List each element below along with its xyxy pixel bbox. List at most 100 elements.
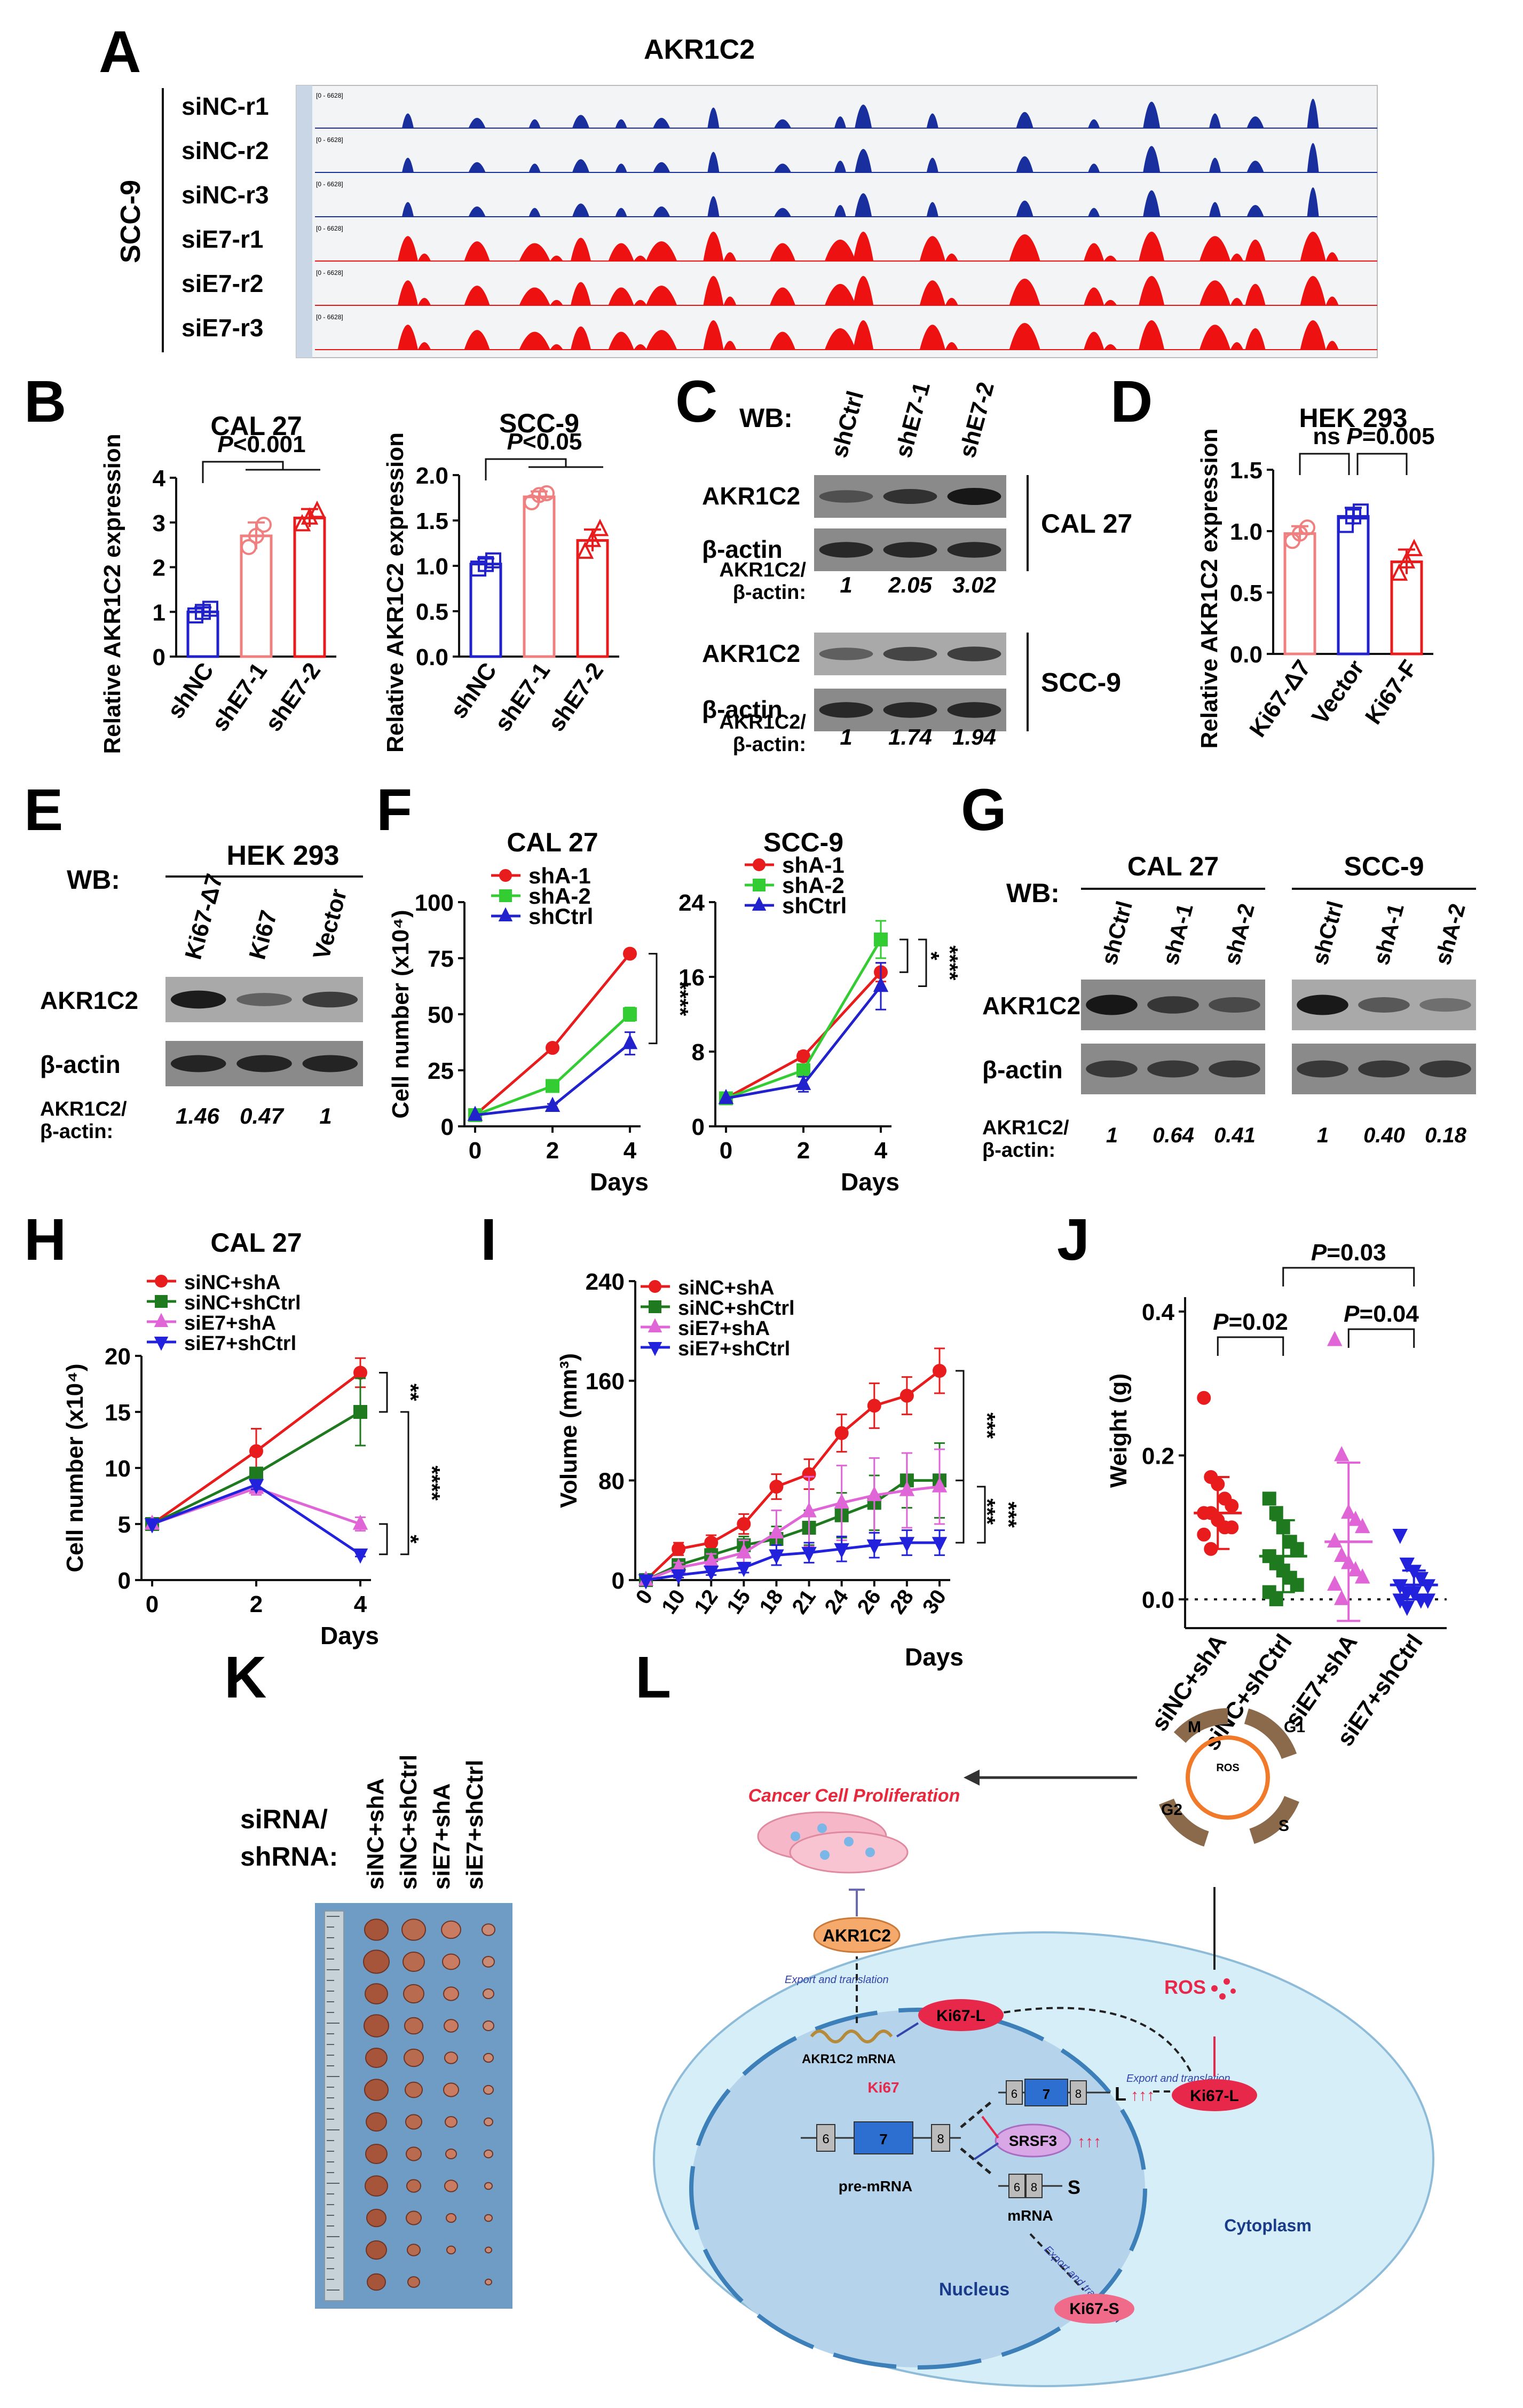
y-tick-label: 0 bbox=[612, 1568, 625, 1594]
legend-marker bbox=[498, 907, 513, 921]
p-symbol: P bbox=[1311, 1239, 1327, 1266]
track-range-label: [0 - 6628] bbox=[316, 313, 343, 321]
track-peak bbox=[402, 113, 414, 128]
p-symbol: P bbox=[1344, 1301, 1360, 1327]
ratio-value: 1 bbox=[1317, 1124, 1329, 1147]
ki67l-nuclear bbox=[918, 1999, 1004, 2031]
y-tick-label: 20 bbox=[105, 1344, 131, 1370]
ki67l-cytoplasmic bbox=[1172, 2079, 1257, 2111]
track-peak bbox=[1088, 163, 1100, 172]
short-isoform: 6 8 bbox=[998, 2174, 1062, 2198]
chart-title: SCC-9 bbox=[763, 827, 843, 857]
akr1c2-mrna-label: AKR1C2 mRNA bbox=[802, 2052, 896, 2066]
blot-band bbox=[947, 542, 1001, 558]
x-tick-label: 12 bbox=[690, 1585, 723, 1619]
legend-label-siE7+shCtrl: siE7+shCtrl bbox=[678, 1338, 790, 1360]
x-tick-label: 4 bbox=[874, 1138, 888, 1164]
track-peak bbox=[418, 342, 431, 350]
x-tick-label: 30 bbox=[918, 1585, 951, 1619]
data-point bbox=[576, 541, 594, 559]
data-point bbox=[352, 1514, 368, 1530]
x-tick-label: shE7-1 bbox=[490, 658, 555, 736]
row-label: AKR1C2 bbox=[982, 992, 1080, 1020]
ros-label: ROS bbox=[1164, 1976, 1206, 1998]
y-tick-label: 0.2 bbox=[1142, 1443, 1174, 1470]
blot-band bbox=[1086, 1060, 1138, 1078]
track-peak bbox=[464, 241, 490, 261]
ratio-value: 1.46 bbox=[176, 1103, 219, 1128]
track-peak bbox=[1325, 296, 1339, 305]
track-peak bbox=[770, 243, 795, 261]
panel-b-letter: B bbox=[24, 369, 66, 435]
tumor bbox=[445, 2149, 457, 2159]
legend-label-siNC+shA: siNC+shA bbox=[184, 1272, 281, 1294]
blot-band bbox=[1297, 1060, 1348, 1078]
data-point bbox=[796, 1063, 810, 1077]
srsf3-inhibit-short bbox=[973, 2142, 999, 2160]
p-symbol: P bbox=[217, 431, 233, 457]
y-tick-label: 0 bbox=[118, 1568, 131, 1594]
sig-stars: ** bbox=[398, 1384, 423, 1401]
data-point bbox=[144, 1518, 160, 1534]
panel-a-title: AKR1C2 bbox=[644, 34, 755, 65]
y-axis-label: Cell number (x10⁴) bbox=[388, 910, 414, 1119]
tumor bbox=[363, 1949, 390, 1974]
tumor bbox=[444, 2051, 458, 2064]
pre-mrna-exons: 6 7 8 bbox=[801, 2121, 961, 2154]
data-point bbox=[769, 1523, 784, 1539]
group-label: siE7+shA bbox=[429, 1783, 455, 1890]
track-label-siE7-r2: siE7-r2 bbox=[182, 270, 263, 297]
data-point bbox=[737, 1517, 751, 1531]
data-point bbox=[1334, 1546, 1350, 1562]
track-peak bbox=[1104, 299, 1117, 305]
srsf3-label: SRSF3 bbox=[1009, 2133, 1057, 2149]
blot-band bbox=[1147, 996, 1199, 1014]
track-peak bbox=[1139, 276, 1165, 305]
track-peak bbox=[1246, 116, 1264, 128]
y-tick-label: 8 bbox=[692, 1039, 705, 1065]
srsf3-up-arrows: ↑↑↑ bbox=[1077, 2133, 1101, 2151]
sig-stars: **** bbox=[937, 945, 962, 981]
track-peak bbox=[926, 202, 938, 217]
cell-cycle-icon: ROS M G1 G2 S bbox=[1159, 1708, 1305, 1847]
track-peak bbox=[468, 117, 486, 128]
bar-Ki67-F bbox=[1390, 560, 1423, 656]
tumor bbox=[404, 2048, 424, 2067]
p-value: =0.02 bbox=[1229, 1309, 1288, 1335]
data-point bbox=[1348, 1561, 1363, 1576]
track-peak bbox=[1300, 320, 1326, 350]
track-peak bbox=[1143, 190, 1161, 217]
track-peak bbox=[1246, 205, 1264, 217]
tumor bbox=[483, 2052, 494, 2063]
y-tick-label: 0.4 bbox=[1142, 1299, 1175, 1325]
blot-band bbox=[1297, 994, 1348, 1015]
y-tick-label: 100 bbox=[415, 890, 454, 916]
data-point bbox=[583, 530, 602, 547]
y-tick-label: 240 bbox=[586, 1269, 625, 1295]
x-axis-label: Days bbox=[590, 1168, 649, 1196]
panel-f-letter: F bbox=[376, 777, 412, 843]
track-label-siNC-r2: siNC-r2 bbox=[182, 137, 269, 164]
legend-marker bbox=[648, 1342, 662, 1356]
tumor bbox=[483, 2020, 494, 2031]
y-tick-label: 75 bbox=[428, 946, 454, 972]
series-line-siE7+shA bbox=[645, 1485, 940, 1582]
track-peak bbox=[1307, 143, 1319, 172]
track-peak bbox=[615, 163, 627, 172]
blot-band bbox=[1419, 1060, 1471, 1078]
track-peak bbox=[572, 203, 589, 217]
track-peak bbox=[1088, 208, 1100, 217]
sig-stars: * bbox=[398, 1535, 423, 1544]
track-peak bbox=[1300, 232, 1326, 261]
tumor bbox=[441, 1920, 461, 1939]
data-point bbox=[796, 1049, 810, 1063]
track-peak bbox=[608, 243, 634, 261]
nucleus-label: Nucleus bbox=[939, 2279, 1009, 2300]
x-tick-label: shNC bbox=[162, 658, 219, 723]
p-symbol: P bbox=[507, 429, 523, 455]
data-point bbox=[249, 1444, 263, 1458]
blot-band bbox=[302, 991, 358, 1008]
sig-bracket bbox=[1347, 1328, 1415, 1348]
track-peak bbox=[1139, 232, 1165, 261]
track-peak bbox=[703, 320, 724, 350]
